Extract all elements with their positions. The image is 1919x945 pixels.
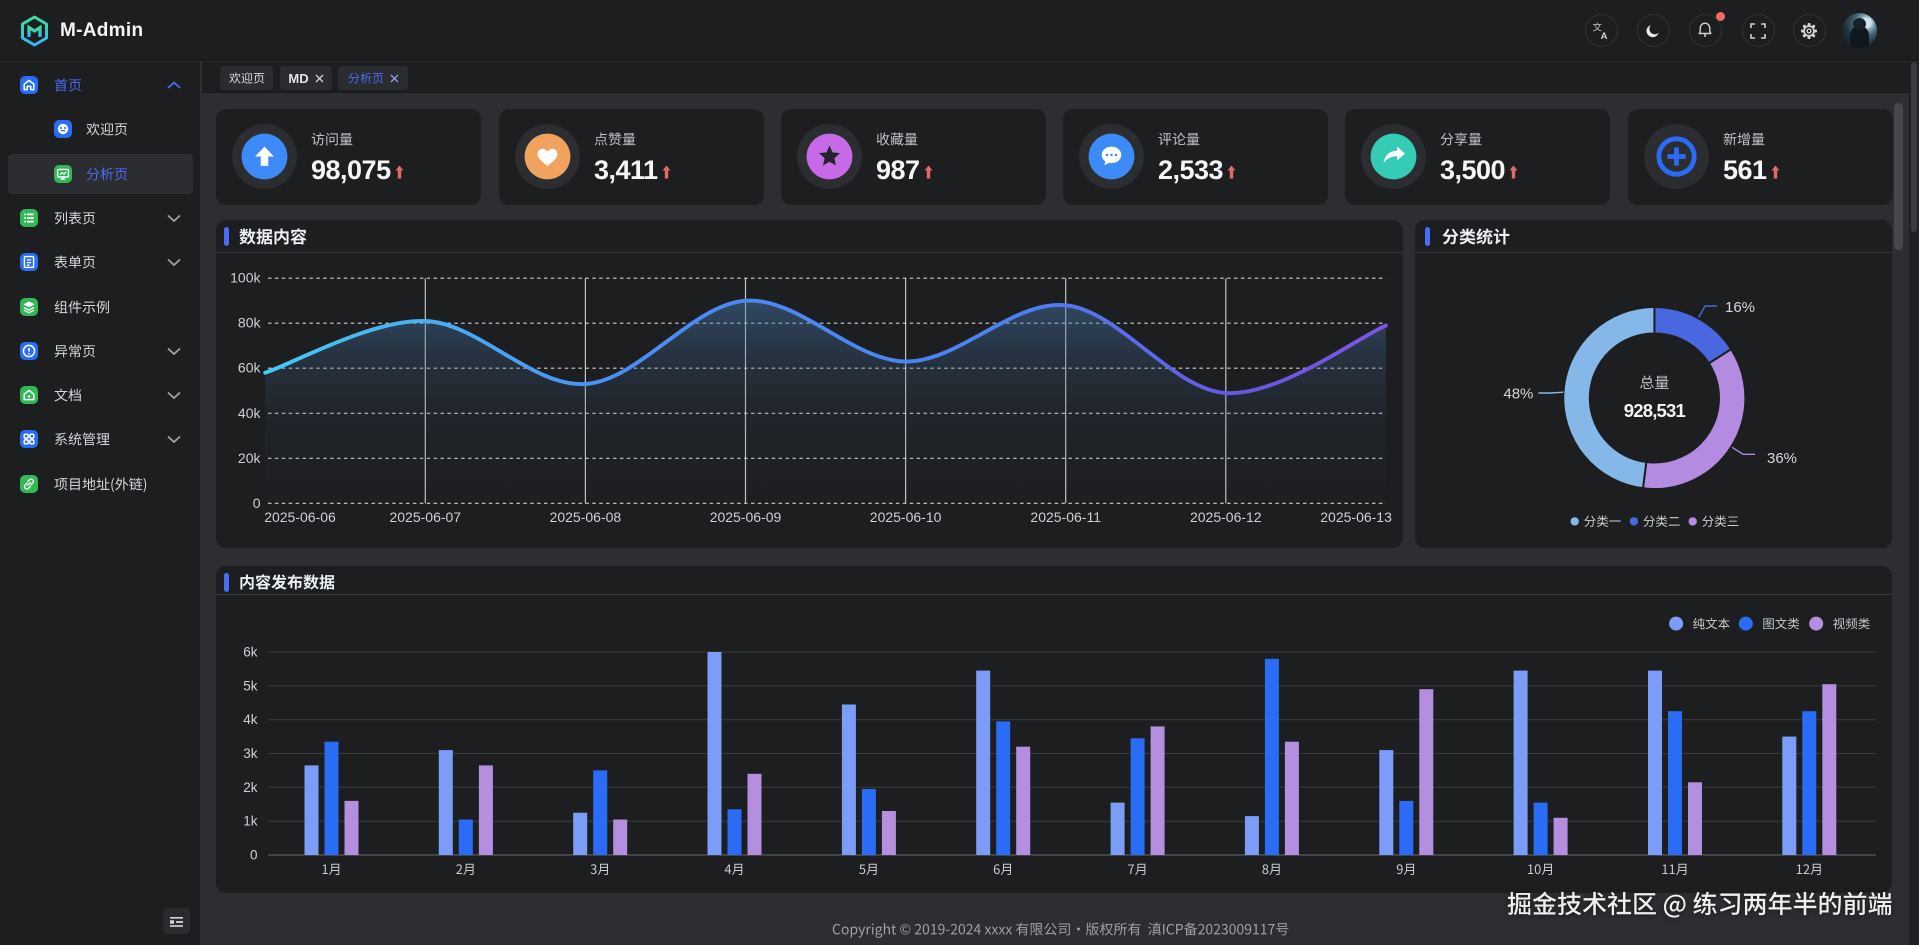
svg-text:1k: 1k [243,814,258,829]
svg-text:0: 0 [250,848,258,863]
svg-text:80k: 80k [238,315,262,331]
svg-text:2025-06-13: 2025-06-13 [1320,509,1392,525]
svg-text:2025-06-09: 2025-06-09 [710,509,782,525]
svg-text:2025-06-06: 2025-06-06 [264,509,336,525]
svg-text:20k: 20k [238,450,262,466]
svg-text:48%: 48% [1503,386,1533,403]
svg-text:60k: 60k [238,360,262,376]
svg-text:2025-06-08: 2025-06-08 [550,509,622,525]
svg-text:6k: 6k [243,645,258,660]
svg-text:928,531: 928,531 [1624,400,1686,421]
svg-text:100k: 100k [230,270,261,286]
svg-text:2025-06-10: 2025-06-10 [870,509,942,525]
svg-text:2025-06-07: 2025-06-07 [389,509,461,525]
svg-text:36%: 36% [1767,450,1797,467]
svg-text:16%: 16% [1725,299,1755,316]
svg-text:2025-06-12: 2025-06-12 [1190,509,1262,525]
svg-text:2k: 2k [243,780,258,795]
svg-text:4k: 4k [243,712,258,727]
svg-text:40k: 40k [238,405,262,421]
svg-text:0: 0 [253,495,261,511]
svg-text:2025-06-11: 2025-06-11 [1030,509,1101,525]
svg-text:A: A [1601,31,1608,40]
svg-text:3k: 3k [243,746,258,761]
svg-text:5k: 5k [243,678,258,693]
